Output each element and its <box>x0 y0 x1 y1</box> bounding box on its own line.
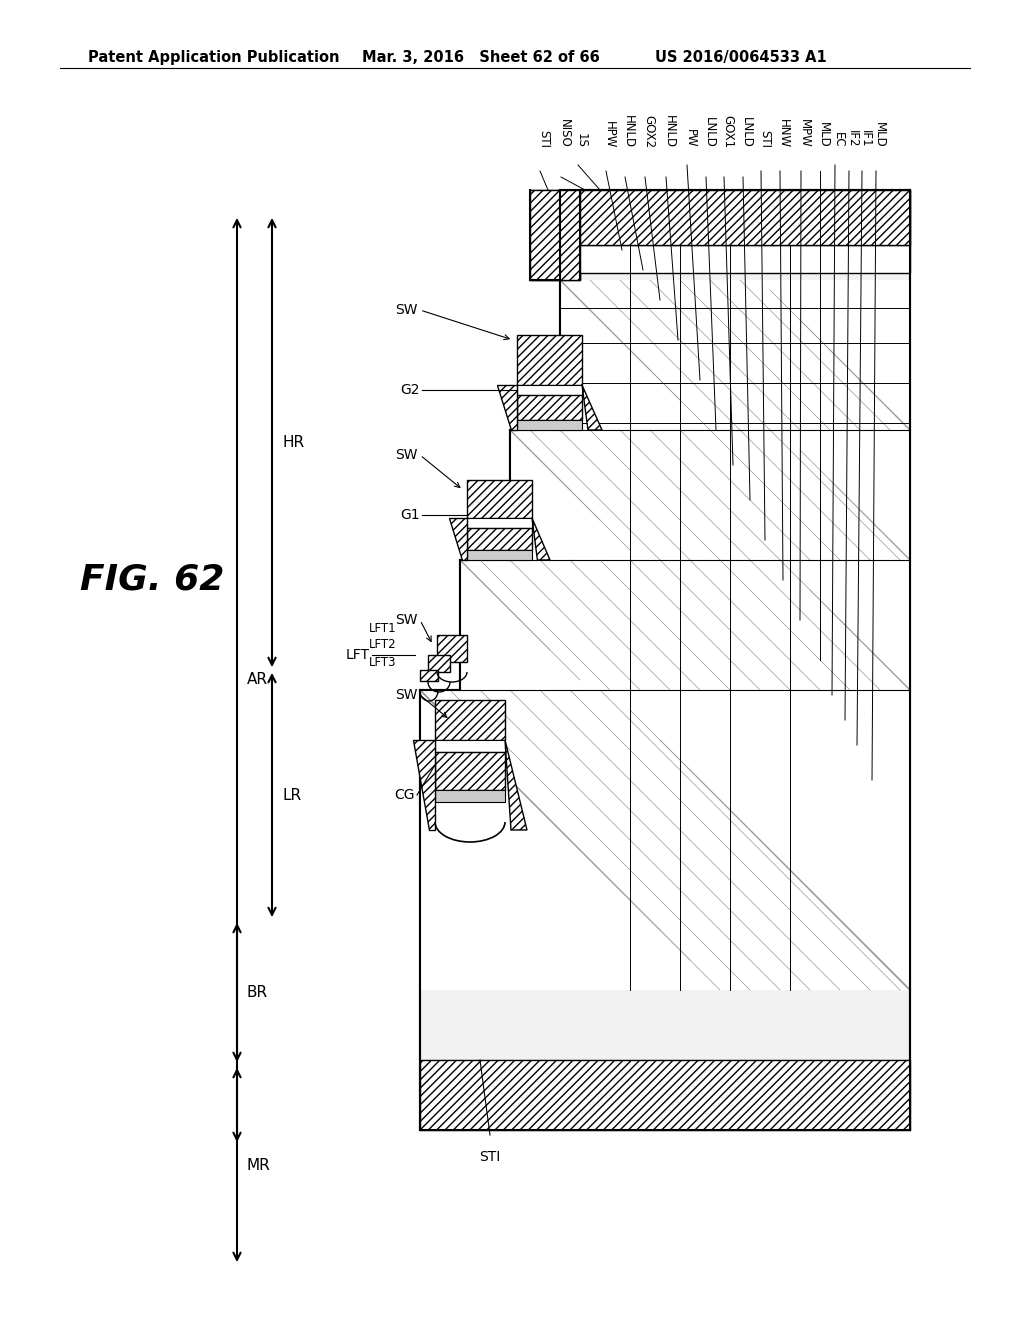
Polygon shape <box>435 752 505 789</box>
Text: G1: G1 <box>400 508 420 521</box>
Polygon shape <box>517 395 582 420</box>
Text: GOX2: GOX2 <box>642 115 655 148</box>
Text: Mar. 3, 2016   Sheet 62 of 66: Mar. 3, 2016 Sheet 62 of 66 <box>362 50 600 65</box>
Polygon shape <box>435 700 505 741</box>
Text: IF2: IF2 <box>846 131 859 148</box>
Text: FIG. 62: FIG. 62 <box>80 564 224 597</box>
Bar <box>420 690 910 990</box>
Text: SW: SW <box>395 612 418 627</box>
Text: LFT: LFT <box>346 648 370 663</box>
Polygon shape <box>428 655 450 672</box>
Bar <box>580 190 910 246</box>
Polygon shape <box>497 385 517 430</box>
Polygon shape <box>413 741 435 830</box>
Text: Patent Application Publication: Patent Application Publication <box>88 50 340 65</box>
Polygon shape <box>467 480 532 517</box>
Text: SW: SW <box>395 447 418 462</box>
Text: MPW: MPW <box>798 119 811 148</box>
Bar <box>560 280 910 430</box>
Bar <box>580 190 910 246</box>
Text: CG: CG <box>394 788 415 803</box>
Text: GOX1: GOX1 <box>721 115 734 148</box>
Bar <box>435 741 505 752</box>
Bar <box>530 190 580 280</box>
Bar <box>467 517 532 528</box>
Text: STI: STI <box>758 129 771 148</box>
Text: HPW: HPW <box>603 120 616 148</box>
Text: IF1: IF1 <box>859 131 872 148</box>
Bar <box>467 550 532 560</box>
Polygon shape <box>420 1060 910 1130</box>
Bar <box>517 385 582 395</box>
Polygon shape <box>505 741 527 830</box>
Bar <box>517 420 582 430</box>
Text: BR: BR <box>247 985 268 1001</box>
Bar <box>510 430 910 560</box>
Polygon shape <box>420 671 438 681</box>
Text: 1S: 1S <box>575 133 588 148</box>
Text: STI: STI <box>537 129 550 148</box>
Text: MLD: MLD <box>817 123 830 148</box>
Text: SW: SW <box>395 688 418 702</box>
Bar <box>560 190 910 1130</box>
Text: HR: HR <box>282 436 304 450</box>
Text: HNLD: HNLD <box>622 115 635 148</box>
Text: STI: STI <box>479 1150 501 1164</box>
Polygon shape <box>467 528 532 550</box>
Text: HNW: HNW <box>777 119 790 148</box>
Text: LFT2: LFT2 <box>369 639 396 652</box>
Text: LFT1: LFT1 <box>369 622 396 635</box>
Bar <box>530 190 580 280</box>
Text: MR: MR <box>247 1158 270 1172</box>
Text: LFT3: LFT3 <box>369 656 396 668</box>
Text: US 2016/0064533 A1: US 2016/0064533 A1 <box>655 50 826 65</box>
Text: MLD: MLD <box>873 123 886 148</box>
Polygon shape <box>449 517 467 560</box>
Text: LR: LR <box>282 788 301 803</box>
Text: SW: SW <box>395 304 418 317</box>
Bar <box>435 789 505 803</box>
Polygon shape <box>532 517 550 560</box>
Text: G2: G2 <box>400 383 420 397</box>
Bar <box>560 246 910 273</box>
Polygon shape <box>437 635 467 663</box>
Polygon shape <box>420 190 910 1130</box>
Text: LNLD: LNLD <box>740 117 753 148</box>
Polygon shape <box>582 385 602 430</box>
Text: PW: PW <box>684 129 697 148</box>
Bar <box>460 560 910 690</box>
Text: LNLD: LNLD <box>703 117 716 148</box>
Text: EC: EC <box>831 132 845 148</box>
Text: HNLD: HNLD <box>663 115 676 148</box>
Text: NISO: NISO <box>558 119 571 148</box>
Text: AR: AR <box>247 672 268 688</box>
Polygon shape <box>517 335 582 385</box>
